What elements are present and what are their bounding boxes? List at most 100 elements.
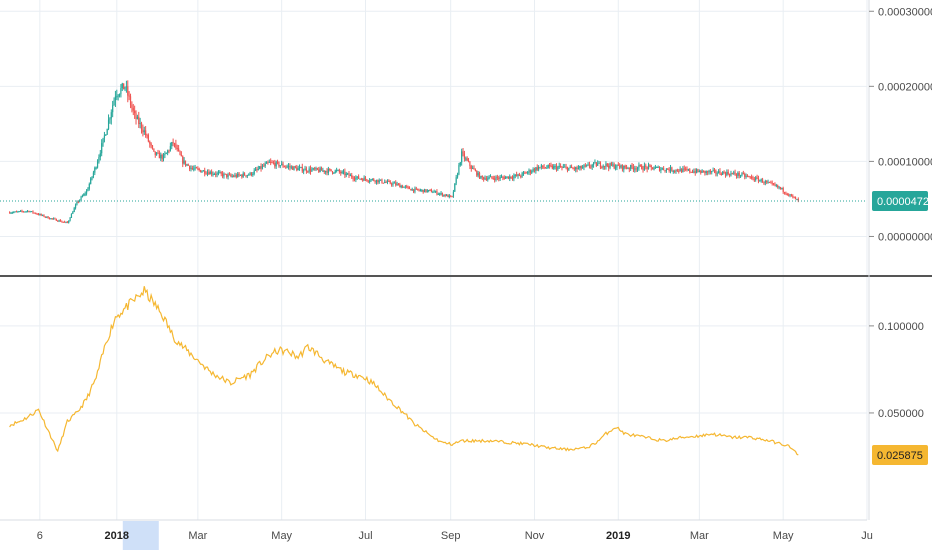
candle <box>788 193 790 197</box>
candle-body <box>205 173 207 175</box>
candle-body <box>687 169 689 171</box>
candle-body <box>401 186 404 188</box>
price-axis-tick-label: 0.00000000 <box>878 231 932 243</box>
candle-body <box>171 142 173 147</box>
candle <box>131 101 133 113</box>
candle-body <box>156 152 158 156</box>
candle <box>22 210 24 213</box>
candle-body <box>209 171 211 175</box>
candle <box>369 178 371 184</box>
candle-body <box>715 170 717 174</box>
candle <box>456 172 459 179</box>
candle-body <box>250 172 253 176</box>
candle <box>226 173 228 179</box>
candle-body <box>31 211 33 213</box>
candle <box>649 163 651 168</box>
candle <box>713 168 716 174</box>
candle <box>528 168 530 175</box>
candle <box>430 188 433 193</box>
time-axis-label: Jul <box>358 530 372 542</box>
candle-body <box>489 176 492 178</box>
candle <box>573 166 575 172</box>
candle <box>178 144 180 152</box>
candle <box>259 166 261 170</box>
candle <box>105 134 107 136</box>
candle <box>683 165 685 172</box>
candle-body <box>136 116 139 120</box>
candle <box>351 172 353 179</box>
candle-body <box>17 211 19 213</box>
candle-body <box>488 177 490 179</box>
candle-body <box>13 212 15 214</box>
candle-body <box>712 170 714 172</box>
candle-body <box>766 181 768 183</box>
candle-body <box>577 167 580 170</box>
candle-body <box>708 170 710 173</box>
candle <box>39 213 41 216</box>
time-axis-label: Mar <box>690 530 709 542</box>
candle-body <box>129 96 132 105</box>
candle <box>620 164 622 169</box>
candle <box>142 124 144 137</box>
ratio-pane[interactable] <box>9 286 799 456</box>
candle-body <box>118 93 121 96</box>
candle <box>473 165 475 170</box>
candle <box>375 179 378 185</box>
candle-body <box>777 185 779 188</box>
candle-body <box>94 167 96 173</box>
candle-body <box>220 172 222 174</box>
candle <box>771 180 773 186</box>
candle-body <box>610 163 613 166</box>
candle <box>634 165 636 173</box>
candle-body <box>558 166 560 168</box>
candle-body <box>632 167 635 170</box>
candle-body <box>107 119 110 130</box>
candle-body <box>583 165 585 168</box>
candle-body <box>158 152 160 159</box>
candle-body <box>290 166 292 168</box>
candle-body <box>455 177 457 184</box>
price-axis[interactable]: 0.00030000 0.00020000 0.00010000 0.00000000… <box>868 0 932 520</box>
candle <box>58 219 60 223</box>
candle <box>254 167 257 171</box>
price-pane[interactable] <box>0 80 867 224</box>
candle-body <box>580 166 582 169</box>
candle-body <box>678 170 680 172</box>
candle <box>173 142 176 148</box>
candle-body <box>407 186 409 188</box>
candle-body <box>76 201 78 205</box>
candle <box>14 211 16 213</box>
candle <box>624 164 626 170</box>
candle <box>205 171 207 175</box>
candle-body <box>656 167 658 169</box>
time-axis[interactable]: 6 2018 Mar May Jul Sep Nov 2019 Mar May Ju <box>0 519 873 550</box>
time-axis-label: May <box>271 530 292 542</box>
candle-body <box>135 113 137 120</box>
candle <box>102 137 104 147</box>
candle-body <box>197 168 199 170</box>
candle-body <box>728 174 731 176</box>
time-axis-label: 6 <box>37 530 43 542</box>
candle-body <box>180 154 182 157</box>
candle <box>498 175 500 182</box>
candle-body <box>447 194 449 198</box>
candle <box>304 165 306 171</box>
candle <box>566 166 569 173</box>
candle-body <box>722 171 724 175</box>
candle-body <box>528 170 530 173</box>
candle <box>384 179 386 184</box>
candle-body <box>120 88 122 94</box>
candle-body <box>307 171 309 173</box>
candle-body <box>718 171 720 174</box>
candle <box>276 159 279 165</box>
candle <box>228 172 231 176</box>
candle-body <box>621 164 624 170</box>
candle-body <box>452 191 455 197</box>
candle-body <box>198 168 200 171</box>
candle-body <box>237 173 239 177</box>
candle <box>106 128 108 135</box>
candle-body <box>713 170 716 172</box>
candle <box>88 182 90 191</box>
candle <box>129 93 132 109</box>
